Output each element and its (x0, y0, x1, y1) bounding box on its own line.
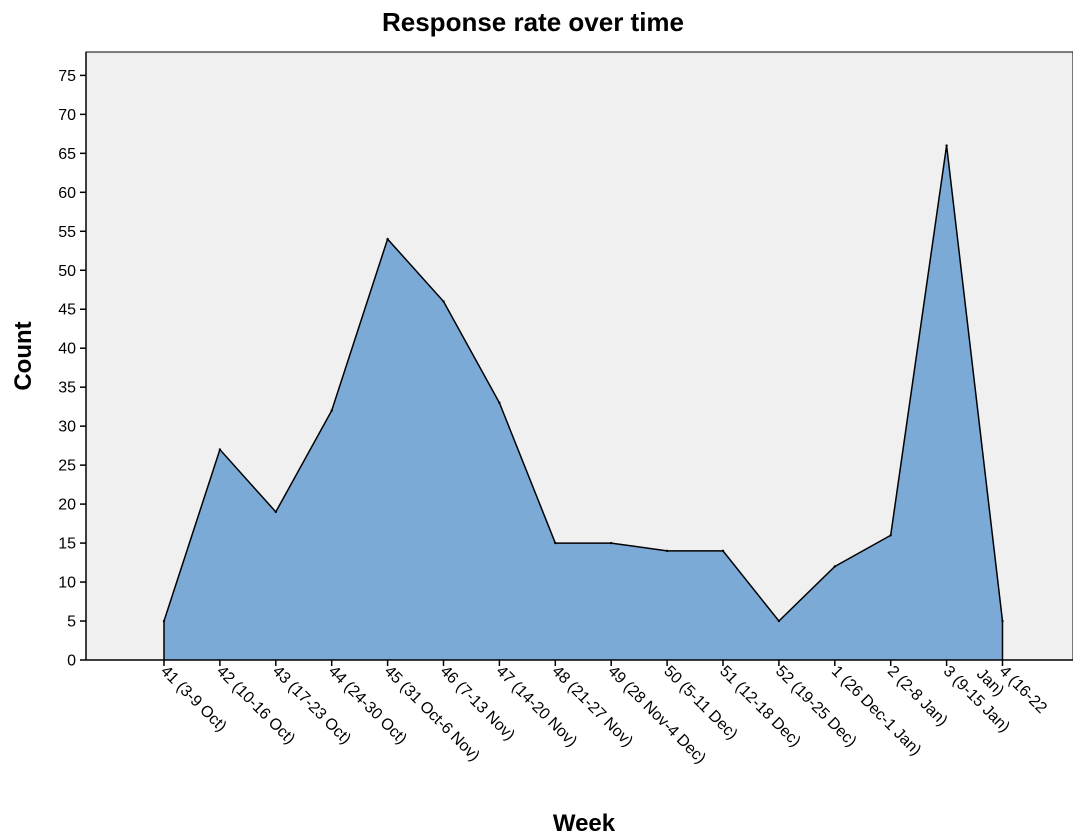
data-point (721, 549, 725, 553)
area-fill (164, 145, 1003, 661)
y-tick-label: 70 (58, 107, 76, 124)
data-point (554, 541, 557, 545)
data-point (218, 448, 222, 451)
data-point (777, 619, 781, 623)
x-axis-title: Week (553, 810, 616, 834)
data-point (330, 409, 333, 412)
data-point (665, 549, 669, 553)
y-tick-label: 5 (67, 614, 76, 631)
y-axis-title: Count (10, 321, 37, 390)
data-point (386, 237, 389, 241)
y-tick-label: 65 (58, 146, 76, 163)
x-tick-label: 45 (31 Oct-6 Nov) (381, 663, 483, 765)
area-series (162, 144, 1004, 661)
y-tick-label: 30 (58, 419, 76, 436)
y-tick-label: 50 (58, 263, 76, 280)
y-tick-label: 55 (58, 224, 76, 241)
data-point (889, 534, 892, 537)
x-tick-label: 49 (28 Nov-4 Dec) (604, 663, 708, 767)
x-axis: 41 (3-9 Oct)42 (10-16 Oct)43 (17-23 Oct)… (86, 659, 1073, 767)
data-point (274, 510, 277, 514)
y-tick-label: 0 (67, 653, 76, 670)
chart-title: Response rate over time (382, 7, 684, 37)
data-point (1001, 619, 1004, 623)
y-tick-label: 60 (58, 185, 76, 202)
data-point (498, 401, 501, 404)
y-axis: 0 5 10 15 20 25 30 35 40 45 50 55 60 65 70 75 (58, 52, 87, 670)
data-point (833, 565, 836, 568)
series-line (163, 145, 1004, 660)
y-tick-label: 25 (58, 458, 76, 475)
y-tick-label: 45 (58, 302, 76, 319)
data-point (442, 300, 445, 303)
data-point (945, 144, 948, 147)
y-tick-label: 75 (58, 68, 76, 85)
y-tick-label: 40 (58, 341, 76, 358)
y-tick-label: 15 (58, 536, 76, 553)
y-tick-label: 35 (58, 380, 76, 397)
data-point (610, 541, 613, 545)
y-tick-label: 10 (58, 575, 76, 592)
data-point (162, 619, 166, 623)
y-tick-label: 20 (58, 497, 76, 514)
